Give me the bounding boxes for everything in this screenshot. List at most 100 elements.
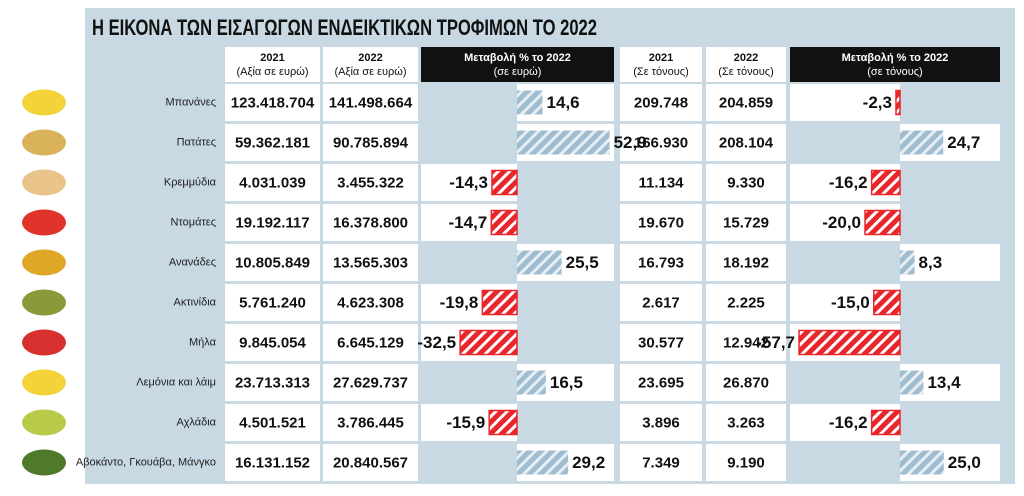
value-cell bbox=[323, 284, 418, 321]
value: 90.785.894 bbox=[333, 134, 409, 151]
change-label: 25,0 bbox=[948, 453, 981, 472]
value: 141.498.664 bbox=[329, 94, 413, 111]
header-label: 2022 bbox=[734, 52, 758, 64]
change-label: -57,7 bbox=[756, 333, 795, 352]
value-cell bbox=[225, 444, 320, 481]
row-name: Μπανάνες bbox=[165, 96, 216, 108]
row-name: Ανανάδες bbox=[169, 256, 216, 268]
value-cell bbox=[706, 204, 786, 241]
name-cell bbox=[88, 404, 222, 441]
value-cell bbox=[620, 364, 702, 401]
name-cell bbox=[88, 244, 222, 281]
name-cell bbox=[88, 364, 222, 401]
header-unit: (Αξία σε ευρώ) bbox=[335, 66, 407, 78]
value-cell bbox=[225, 364, 320, 401]
value: 23.695 bbox=[638, 374, 684, 391]
value-cell bbox=[323, 444, 418, 481]
value: 9.845.054 bbox=[239, 334, 306, 351]
value: 5.761.240 bbox=[239, 294, 306, 311]
row-name: Αβοκάντο, Γκουάβα, Μάνγκο bbox=[76, 456, 216, 468]
change-bar bbox=[517, 450, 569, 475]
change-bar bbox=[900, 130, 944, 155]
value-cell bbox=[225, 124, 320, 161]
value: 3.263 bbox=[727, 414, 765, 431]
change-label: -16,2 bbox=[829, 173, 868, 192]
value-cell bbox=[225, 164, 320, 201]
value-cell bbox=[620, 204, 702, 241]
change-label: -2,3 bbox=[863, 93, 892, 112]
change-label: -16,2 bbox=[829, 413, 868, 432]
change-label: 52,9 bbox=[614, 133, 647, 152]
value-cell bbox=[620, 444, 702, 481]
value-cell bbox=[620, 404, 702, 441]
value-cell bbox=[706, 324, 786, 361]
food-icon bbox=[22, 169, 66, 196]
header-label: 2022 bbox=[358, 52, 382, 64]
value: 9.190 bbox=[727, 454, 765, 471]
change-label: -15,9 bbox=[446, 413, 485, 432]
value-cell bbox=[706, 364, 786, 401]
value: 59.362.181 bbox=[235, 134, 310, 151]
food-icon bbox=[22, 449, 66, 476]
value-cell bbox=[620, 244, 702, 281]
change-label: -20,0 bbox=[822, 213, 861, 232]
value-cell bbox=[323, 84, 418, 121]
row-name: Ακτινίδια bbox=[174, 296, 217, 308]
value-cell bbox=[323, 364, 418, 401]
value: 27.629.737 bbox=[333, 374, 408, 391]
value-cell bbox=[706, 404, 786, 441]
value: 7.349 bbox=[642, 454, 680, 471]
change-bar bbox=[895, 89, 901, 116]
value-cell bbox=[225, 324, 320, 361]
food-icon bbox=[22, 289, 66, 316]
change-label: 29,2 bbox=[572, 453, 605, 472]
value-cell bbox=[323, 404, 418, 441]
value: 16.378.800 bbox=[333, 214, 408, 231]
name-cell bbox=[88, 204, 222, 241]
value: 16.131.152 bbox=[235, 454, 310, 471]
food-icon bbox=[22, 89, 66, 116]
change-bar bbox=[490, 209, 518, 236]
header-unit: (Σε τόνους) bbox=[718, 66, 773, 78]
value: 6.645.129 bbox=[337, 334, 404, 351]
name-cell bbox=[88, 164, 222, 201]
header-cell bbox=[225, 47, 320, 82]
change-cell bbox=[900, 244, 1000, 281]
value: 13.565.303 bbox=[333, 254, 408, 271]
value-cell bbox=[620, 324, 702, 361]
change-bar bbox=[870, 409, 901, 436]
change-bar bbox=[517, 250, 562, 275]
value-cell bbox=[225, 284, 320, 321]
change-bar bbox=[488, 409, 518, 436]
change-label: 24,7 bbox=[947, 133, 980, 152]
change-cell bbox=[790, 84, 900, 121]
change-label: 13,4 bbox=[927, 373, 961, 392]
change-bar bbox=[491, 169, 518, 196]
value-cell bbox=[225, 204, 320, 241]
value-cell bbox=[225, 404, 320, 441]
header-cell bbox=[421, 47, 614, 82]
row-name: Πατάτες bbox=[177, 136, 216, 148]
change-label: -19,8 bbox=[440, 293, 479, 312]
value-cell bbox=[323, 204, 418, 241]
header-cell bbox=[790, 47, 1000, 82]
name-cell bbox=[88, 284, 222, 321]
header-unit: (Σε τόνους) bbox=[633, 66, 688, 78]
value: 23.713.313 bbox=[235, 374, 310, 391]
row-name: Αχλάδια bbox=[176, 416, 216, 428]
value: 11.134 bbox=[638, 174, 684, 191]
value-cell bbox=[706, 84, 786, 121]
change-label: -15,0 bbox=[831, 293, 870, 312]
change-label: -32,5 bbox=[417, 333, 456, 352]
change-bar bbox=[459, 329, 518, 356]
header-label: Μεταβολή % το 2022 bbox=[842, 52, 949, 64]
value: 3.455.322 bbox=[337, 174, 404, 191]
header-unit: (σε τόνους) bbox=[867, 66, 922, 78]
value: 16.793 bbox=[638, 254, 684, 271]
value-cell bbox=[706, 444, 786, 481]
value: 19.192.117 bbox=[235, 214, 309, 231]
value: 19.670 bbox=[638, 214, 684, 231]
value-cell bbox=[620, 284, 702, 321]
change-bar bbox=[900, 250, 915, 275]
name-cell bbox=[88, 84, 222, 121]
